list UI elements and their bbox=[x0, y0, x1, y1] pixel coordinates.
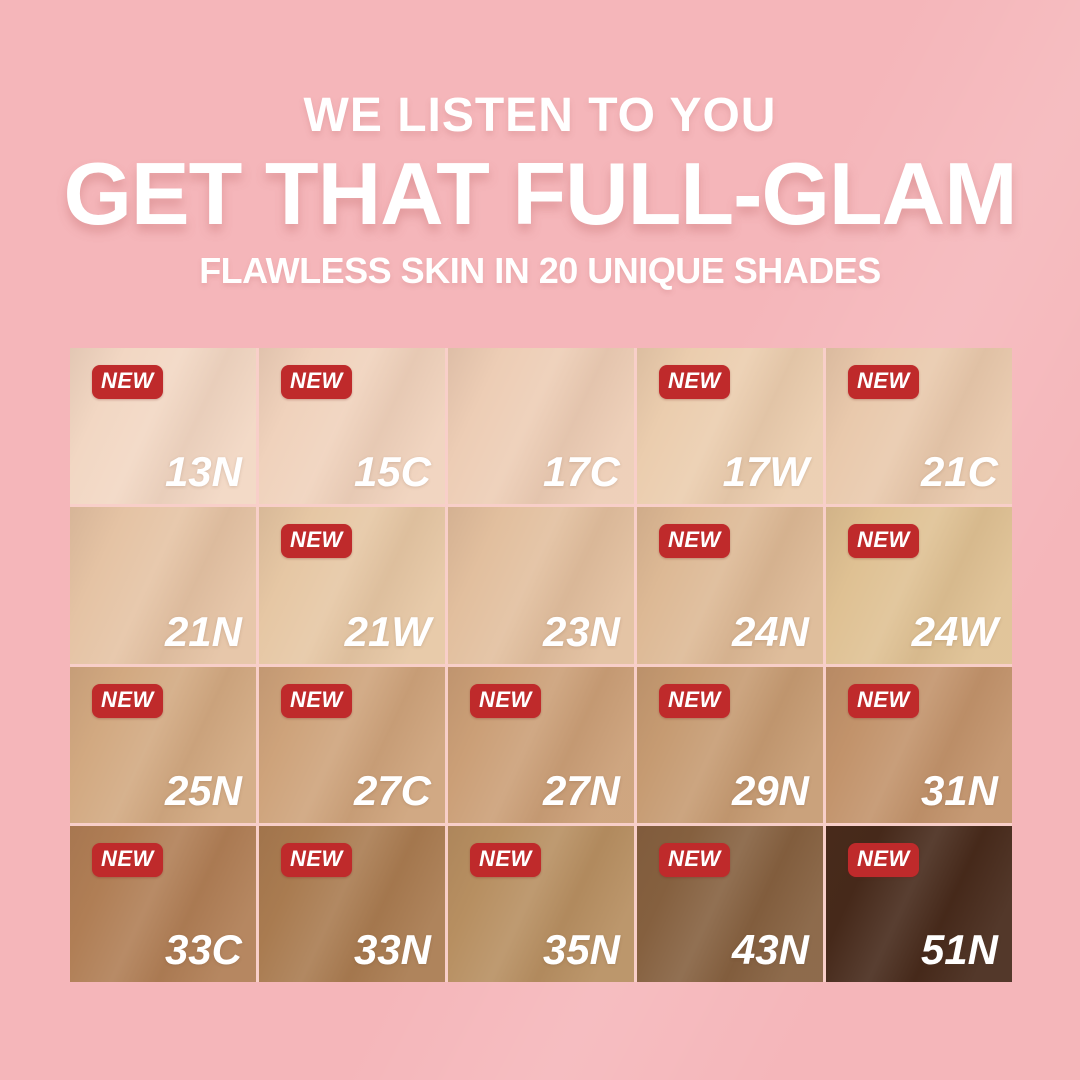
shade-code-label: 27C bbox=[353, 766, 431, 814]
shade-swatch-15c: NEW 15C bbox=[259, 348, 445, 505]
shade-swatch-23n: 23N bbox=[448, 507, 634, 664]
shade-swatch-13n: NEW 13N bbox=[70, 348, 256, 505]
shade-code-label: 21W bbox=[344, 607, 431, 655]
shade-code-label: 21N bbox=[164, 607, 242, 655]
new-badge: NEW bbox=[848, 842, 919, 877]
shade-code-label: 25N bbox=[164, 766, 242, 814]
shade-code-label: 27N bbox=[542, 766, 620, 814]
shade-code-label: 33C bbox=[164, 926, 242, 973]
shade-swatch-21c: NEW 21C bbox=[826, 348, 1012, 505]
shade-swatch-17c: 17C bbox=[448, 348, 634, 505]
shade-swatch-51n: NEW 51N bbox=[826, 825, 1012, 982]
shade-swatch-27n: NEW 27N bbox=[448, 666, 634, 823]
shade-swatch-24w: NEW 24W bbox=[826, 507, 1012, 664]
shade-swatch-24n: NEW 24N bbox=[637, 507, 823, 664]
new-badge: NEW bbox=[92, 365, 163, 399]
shade-swatch-31n: NEW 31N bbox=[826, 666, 1012, 823]
shade-code-label: 35N bbox=[542, 926, 620, 973]
shade-code-label: 24N bbox=[731, 607, 809, 655]
shade-code-label: 21C bbox=[920, 448, 998, 496]
new-badge: NEW bbox=[281, 683, 352, 718]
new-badge: NEW bbox=[470, 683, 541, 718]
shade-swatch-33c: NEW 33C bbox=[70, 825, 256, 982]
shade-swatch-29n: NEW 29N bbox=[637, 666, 823, 823]
shade-swatch-33n: NEW 33N bbox=[259, 825, 445, 982]
new-badge: NEW bbox=[470, 842, 541, 877]
shade-code-label: 43N bbox=[731, 926, 809, 973]
shade-swatch-21w: NEW 21W bbox=[259, 507, 445, 664]
shade-code-label: 13N bbox=[164, 448, 242, 496]
shade-code-label: 24W bbox=[911, 607, 998, 655]
shade-code-label: 33N bbox=[353, 926, 431, 973]
shade-code-label: 29N bbox=[731, 766, 809, 814]
shade-code-label: 17C bbox=[542, 448, 620, 496]
new-badge: NEW bbox=[659, 365, 730, 399]
shade-swatch-25n: NEW 25N bbox=[70, 666, 256, 823]
shade-code-label: 15C bbox=[353, 448, 431, 496]
new-badge: NEW bbox=[659, 842, 730, 877]
header-tagline: WE LISTEN TO YOU bbox=[303, 89, 777, 142]
shade-code-label: 23N bbox=[542, 607, 620, 655]
new-badge: NEW bbox=[92, 842, 163, 877]
shade-code-label: 51N bbox=[920, 926, 998, 973]
shade-grid: NEW 13N NEW 15C 17C NEW 17W NEW 21C 21N … bbox=[70, 348, 1012, 982]
shade-code-label: 31N bbox=[920, 766, 998, 814]
new-badge: NEW bbox=[92, 683, 163, 718]
new-badge: NEW bbox=[848, 365, 919, 399]
shade-code-label: 17W bbox=[722, 448, 809, 496]
header-subtitle: FLAWLESS SKIN IN 20 UNIQUE SHADES bbox=[199, 250, 881, 291]
new-badge: NEW bbox=[281, 524, 352, 559]
shade-swatch-17w: NEW 17W bbox=[637, 348, 823, 505]
new-badge: NEW bbox=[848, 683, 919, 718]
shade-swatch-27c: NEW 27C bbox=[259, 666, 445, 823]
new-badge: NEW bbox=[281, 842, 352, 877]
new-badge: NEW bbox=[659, 524, 730, 559]
page-title: GET THAT FULL-GLAM bbox=[63, 144, 1017, 243]
new-badge: NEW bbox=[659, 683, 730, 718]
new-badge: NEW bbox=[281, 365, 352, 399]
shade-swatch-43n: NEW 43N bbox=[637, 825, 823, 982]
shade-swatch-21n: 21N bbox=[70, 507, 256, 664]
shade-swatch-35n: NEW 35N bbox=[448, 825, 634, 982]
new-badge: NEW bbox=[848, 524, 919, 559]
